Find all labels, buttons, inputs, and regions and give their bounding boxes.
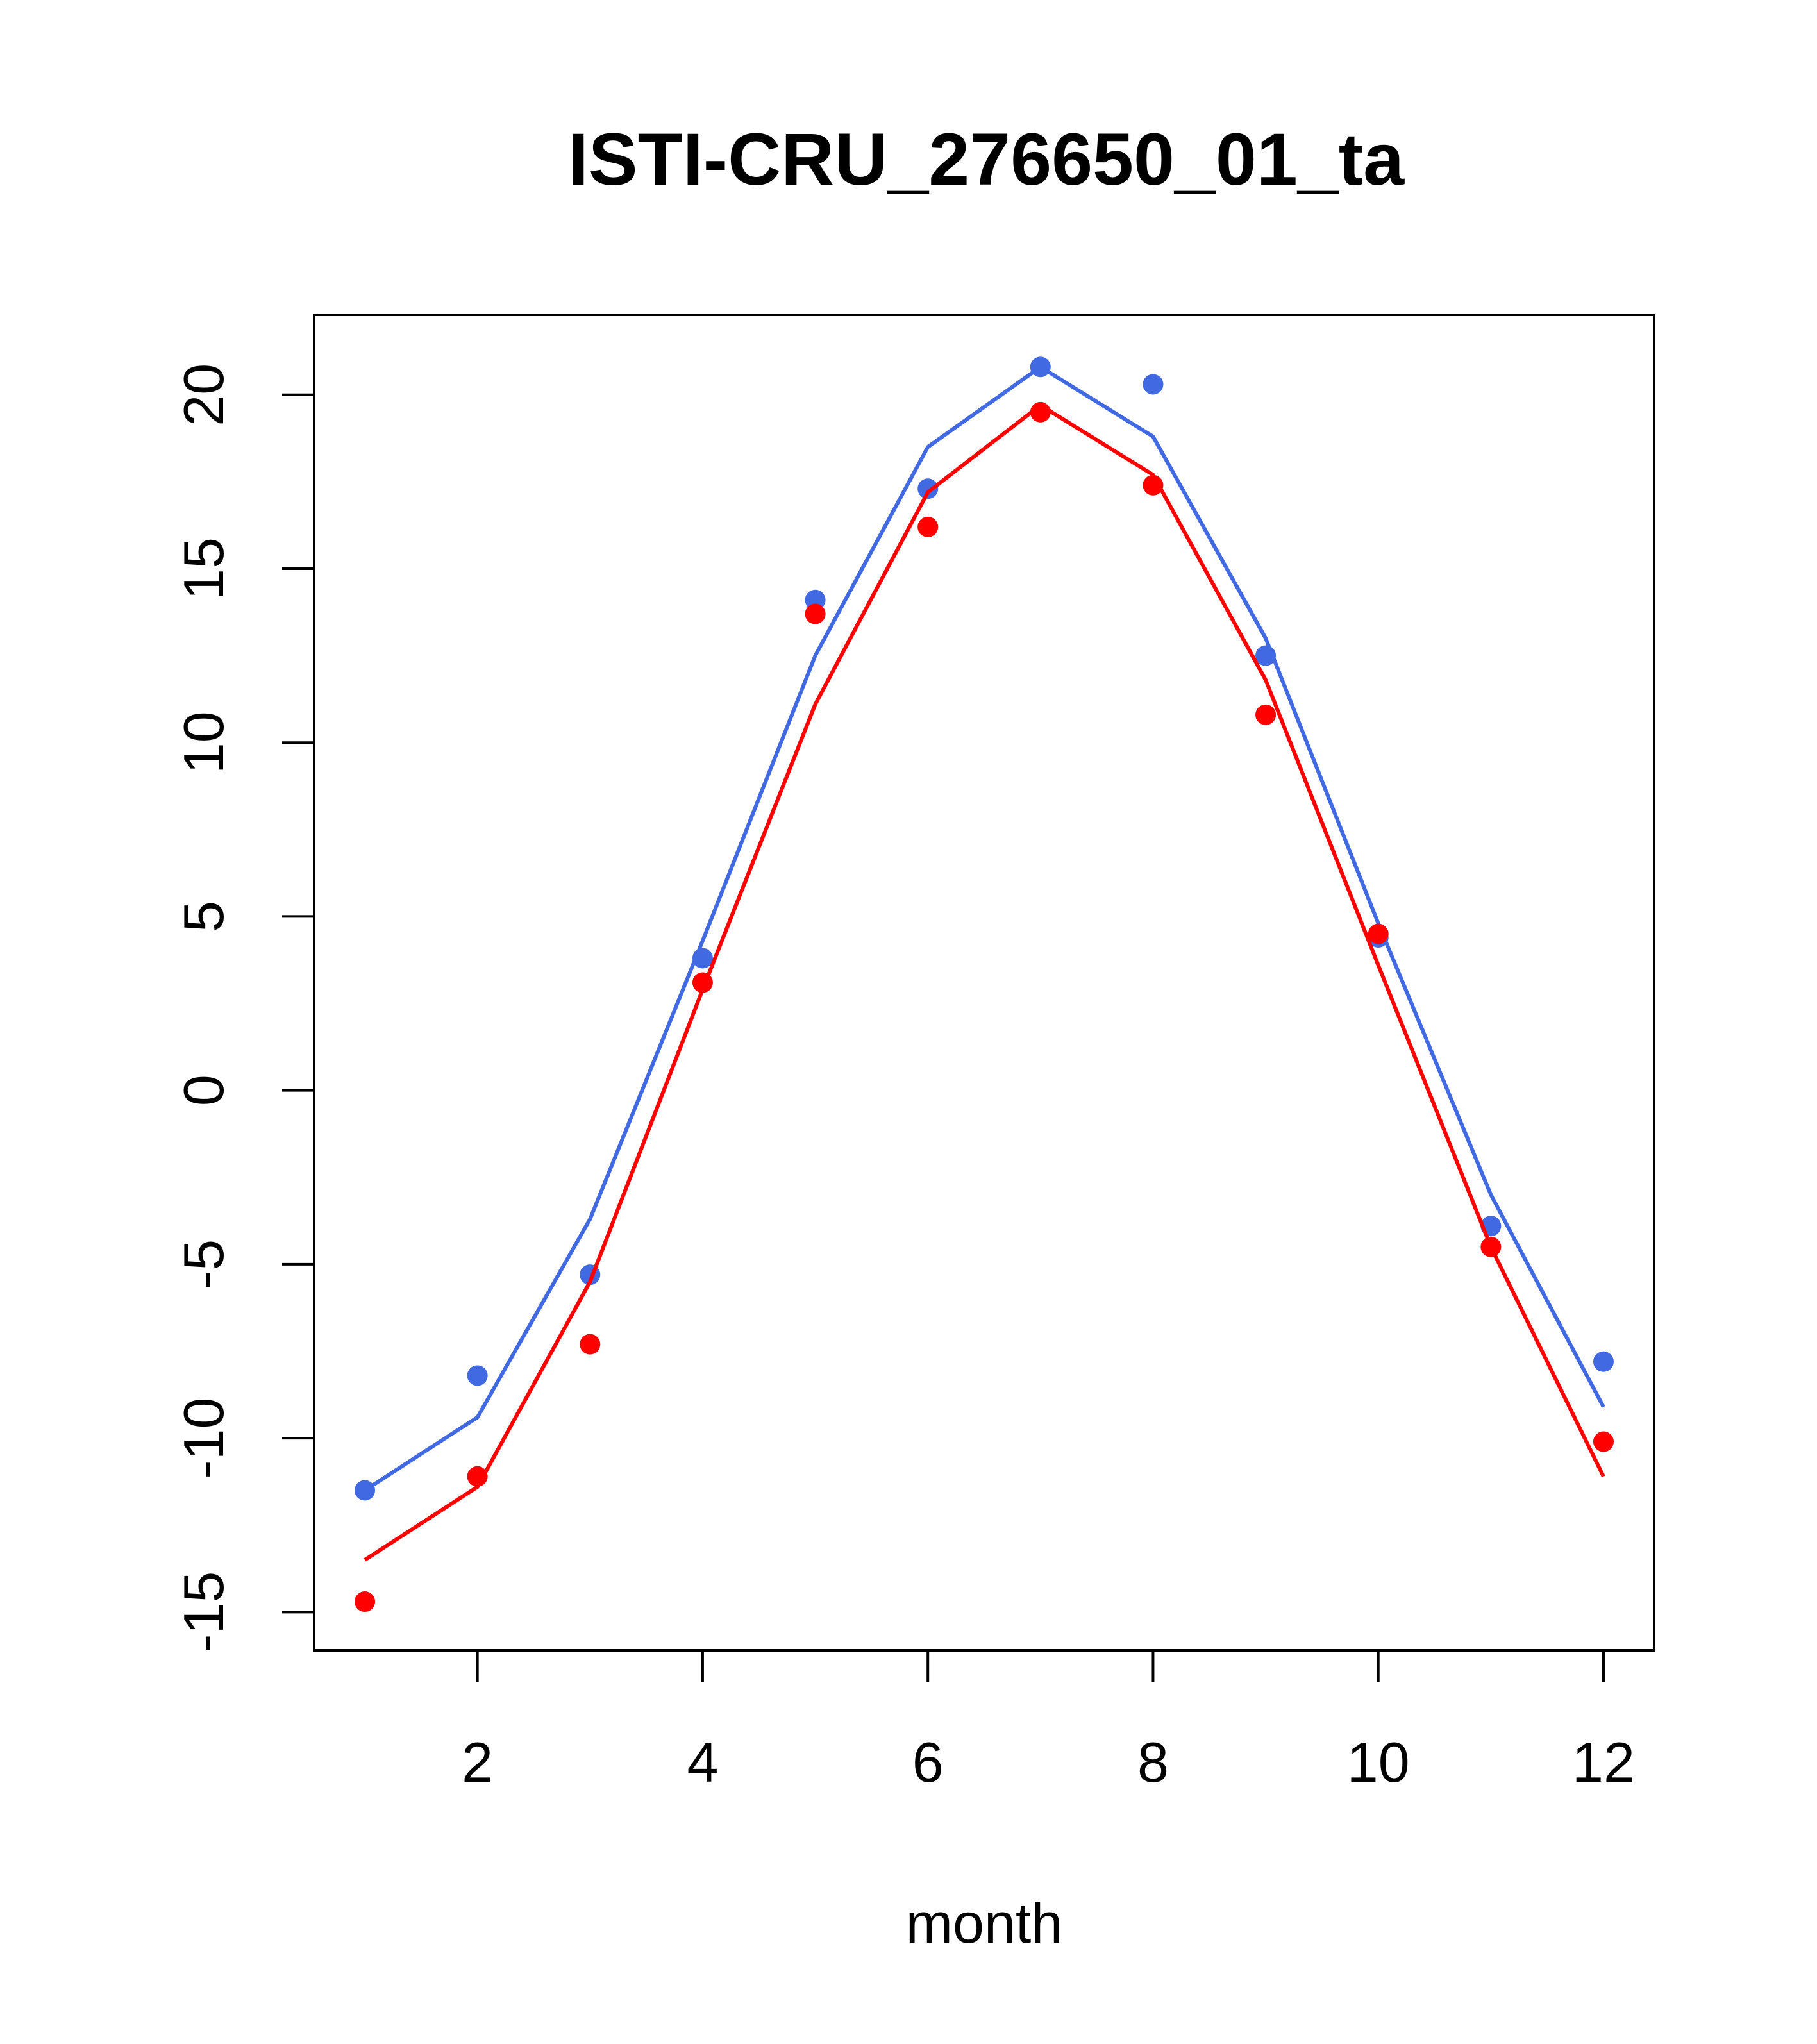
plot-frame [313,314,1655,1652]
series-2-point [917,516,939,537]
series-2-point [805,603,826,624]
y-tick-label: 5 [172,901,235,932]
series-1-point [692,948,713,969]
series-1-point [355,1480,376,1501]
x-tick-label: 10 [1347,1730,1410,1794]
chart-title: ISTI-CRU_276650_01_ta [568,119,1405,201]
series-1-point [1030,356,1051,378]
series-1-point [1143,374,1164,395]
series-2-point [1030,401,1051,423]
y-tick-label: 0 [172,1075,235,1106]
series-1-point [1593,1351,1614,1372]
x-tick-label: 12 [1572,1730,1635,1794]
series-1-point [917,478,939,499]
x-tick-label: 6 [912,1730,944,1794]
y-tick-label: -5 [172,1239,235,1289]
x-axis: 2 4 6 8 10 12 [462,1649,1635,1794]
series-2-line [364,403,1605,1562]
x-tick-label: 2 [462,1730,493,1794]
x-axis-label: month [906,1891,1063,1955]
y-tick-label: 10 [172,711,235,774]
series-2-point [580,1334,601,1355]
series-2-point [467,1466,488,1487]
x-tick-label: 8 [1137,1730,1169,1794]
x-tick-label: 4 [687,1730,718,1794]
series-2-point [1143,474,1164,496]
series-1-point [1255,645,1277,666]
series-2-point [1593,1431,1614,1452]
y-tick-label: -10 [172,1398,235,1479]
series-layer [355,356,1614,1613]
series-2-point [1255,704,1277,725]
series-2-point [1480,1236,1502,1257]
y-axis: -15 -10 -5 0 5 10 15 20 [172,364,315,1653]
y-tick-label: -15 [172,1571,235,1653]
series-1-line [364,365,1605,1492]
series-1-point [467,1365,488,1386]
series-2-point [692,972,713,993]
series-2-point [1368,923,1389,944]
y-tick-label: 15 [172,537,235,600]
y-tick-label: 20 [172,364,235,426]
series-2-point [355,1591,376,1613]
